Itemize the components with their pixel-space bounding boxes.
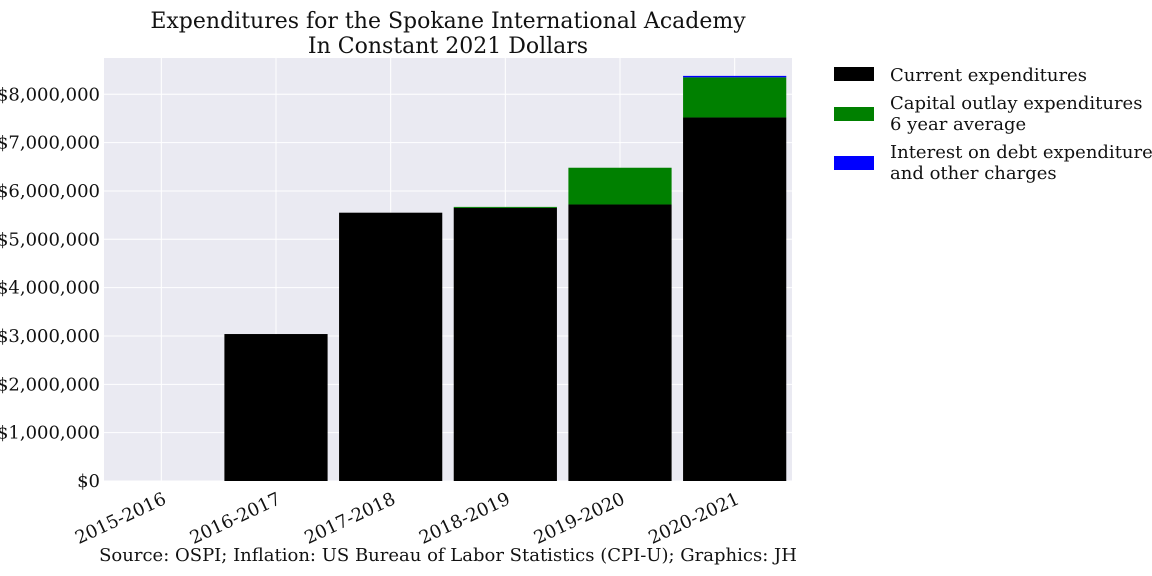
chart-title: Expenditures for the Spokane Internation…	[150, 9, 746, 34]
x-tick-label: 2015-2016	[72, 488, 169, 548]
x-tick-label: 2016-2017	[187, 488, 284, 548]
x-axis: 2015-2016 2016-2017 2017-2018 2018-2019 2019…	[72, 488, 743, 548]
legend-swatch	[834, 107, 874, 121]
y-tick-label: $2,000,000	[0, 374, 100, 395]
bar-capital-2020-2021	[683, 77, 787, 118]
source-caption: Source: OSPI; Inflation: US Bureau of La…	[99, 545, 797, 566]
bar-current-2019-2020	[568, 204, 672, 481]
bar-interest-2020-2021	[683, 75, 787, 78]
bar-current-2016-2017	[224, 334, 328, 481]
legend: Current expenditures Capital outlay expen…	[834, 65, 1152, 184]
plot-area	[104, 58, 792, 481]
y-axis: $0 $1,000,000 $2,000,000 $3,000,000 $4,000,0…	[0, 84, 100, 492]
bars	[224, 75, 787, 481]
bar-capital-2019-2020	[568, 167, 672, 205]
x-tick-label: 2018-2019	[416, 488, 513, 548]
legend-label: Capital outlay expenditures	[890, 93, 1142, 114]
bar-current-2018-2019	[453, 207, 557, 481]
legend-swatch	[834, 67, 874, 81]
x-tick-label: 2019-2020	[531, 488, 628, 548]
y-tick-label: $5,000,000	[0, 229, 100, 250]
y-tick-label: $4,000,000	[0, 278, 100, 299]
y-tick-label: $8,000,000	[0, 84, 100, 105]
chart-subtitle: In Constant 2021 Dollars	[308, 34, 588, 59]
legend-label: Current expenditures	[890, 65, 1087, 86]
y-tick-label: $7,000,000	[0, 133, 100, 154]
bar-current-2020-2021	[683, 117, 787, 481]
y-tick-label: $6,000,000	[0, 181, 100, 202]
legend-swatch	[834, 156, 874, 170]
y-tick-label: $3,000,000	[0, 326, 100, 347]
bar-current-2017-2018	[339, 212, 443, 481]
x-tick-label: 2017-2018	[301, 488, 398, 548]
bar-capital-2018-2019	[453, 206, 557, 208]
x-tick-label: 2020-2021	[645, 488, 742, 548]
y-tick-label: $1,000,000	[0, 423, 100, 444]
y-tick-label: $0	[77, 471, 100, 492]
legend-label: 6 year average	[890, 114, 1026, 135]
legend-label: and other charges	[890, 163, 1057, 184]
legend-label: Interest on debt expenditures	[890, 142, 1152, 163]
